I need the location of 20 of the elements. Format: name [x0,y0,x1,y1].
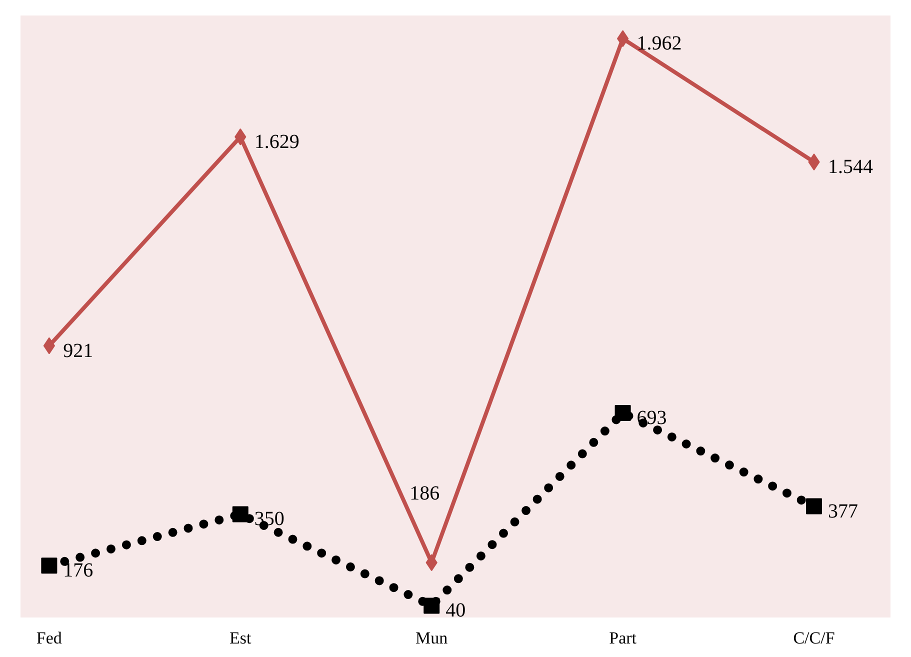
point [614,405,631,422]
point [616,30,629,48]
point [41,558,58,574]
x-tick-label: Fed [36,628,62,648]
data-label: 377 [828,500,858,522]
x-tick-label: Part [609,628,637,648]
x-tick-label: Est [230,628,252,648]
point [424,598,440,614]
point [43,337,56,354]
point [232,506,248,522]
data-label: 1.629 [254,130,300,153]
point [806,498,822,514]
data-label: 1.544 [828,156,874,178]
data-label: 40 [446,600,466,622]
data-label: 186 [410,482,440,505]
data-label: 176 [63,560,94,582]
data-label: 1.962 [636,32,682,55]
x-tick-label: C/C/F [793,628,835,648]
x-tick-label: Mun [416,628,448,648]
data-label: 921 [63,340,94,362]
